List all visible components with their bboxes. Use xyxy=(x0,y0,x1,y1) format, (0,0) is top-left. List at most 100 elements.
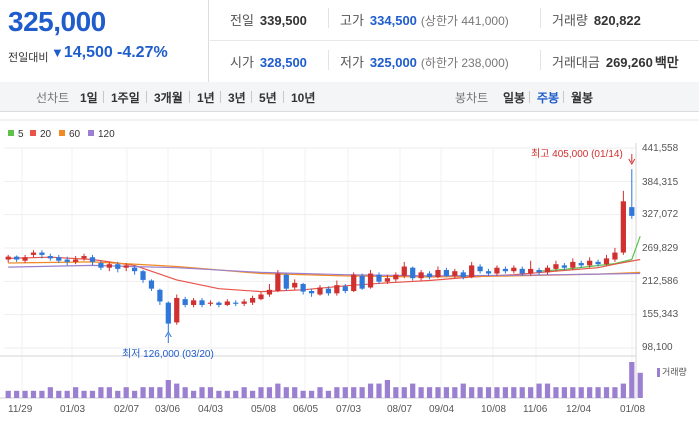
legend-ma5-label: 5 xyxy=(18,129,24,140)
volume-bar xyxy=(132,390,138,398)
legend-ma60: 60 xyxy=(59,129,80,140)
volume-bar xyxy=(174,383,180,398)
volume-bar xyxy=(410,383,416,398)
candle-body xyxy=(325,288,332,294)
chart-period-nav: 선차트 1일 1주일 3개월 1년 3년 5년 10년 봉차트 일봉 주봉 월봉 xyxy=(0,82,699,112)
volume-bar xyxy=(56,390,62,398)
volume-bar xyxy=(157,387,163,398)
period-3y[interactable]: 3년 xyxy=(228,91,246,105)
y-tick: 327,072 xyxy=(642,209,679,220)
volume-bar xyxy=(528,387,534,398)
volume-bar xyxy=(502,387,508,398)
candle-body xyxy=(30,252,37,255)
candle-body xyxy=(73,259,79,262)
low-info: 저가 325,000 (하한가 238,000) xyxy=(340,52,509,71)
period-1y[interactable]: 1년 xyxy=(197,91,215,105)
volume-bar xyxy=(536,383,542,398)
x-tick: 12/04 xyxy=(566,404,592,415)
candle-body xyxy=(595,261,601,265)
candle-body xyxy=(334,285,340,294)
volume-bar xyxy=(283,387,289,398)
volume-bar xyxy=(140,387,146,398)
x-tick: 09/04 xyxy=(429,404,455,415)
volume-bar xyxy=(241,387,247,398)
y-tick: 269,829 xyxy=(642,243,679,254)
candle-body xyxy=(22,257,28,261)
volume-bar xyxy=(426,387,433,398)
candle-monthly[interactable]: 월봉 xyxy=(571,91,594,105)
candle-body xyxy=(47,256,53,259)
change-label: 전일대비 xyxy=(8,52,49,64)
volume-bar xyxy=(325,390,332,398)
open-value: 328,500 xyxy=(259,55,307,70)
candle-body xyxy=(283,274,289,289)
candle-body xyxy=(460,272,466,278)
volume-label: 거래량 xyxy=(552,13,588,28)
volume-bar xyxy=(300,390,306,398)
candle-body xyxy=(485,271,492,274)
candle-body xyxy=(629,207,635,216)
volume-bar xyxy=(359,387,365,398)
open-label: 시가 xyxy=(230,55,254,70)
change-value: ▼14,500 xyxy=(51,44,113,62)
candle-body xyxy=(528,268,534,274)
period-10y[interactable]: 10년 xyxy=(291,91,316,105)
prev-close-value: 339,500 xyxy=(259,13,307,28)
volume-bar xyxy=(30,390,37,398)
candle-body xyxy=(216,302,222,305)
candle-daily[interactable]: 일봉 xyxy=(503,91,526,105)
volume-bar xyxy=(477,387,483,398)
volume-value: 820,822 xyxy=(593,13,641,28)
x-tick: 01/08 xyxy=(620,404,646,415)
volume-bar xyxy=(561,387,567,398)
y-tick: 384,315 xyxy=(642,177,679,188)
candle-body xyxy=(578,263,584,266)
volume-bar xyxy=(292,387,298,398)
period-5y[interactable]: 5년 xyxy=(259,91,277,105)
y-tick: 441,558 xyxy=(642,143,679,154)
candle-body xyxy=(342,286,348,291)
candle-body xyxy=(39,252,45,255)
volume-bar xyxy=(376,383,382,398)
volume-bar xyxy=(266,387,273,398)
volume-legend-label: 거래량 xyxy=(662,367,687,377)
volume-bar xyxy=(570,387,576,398)
candle-body xyxy=(384,278,391,282)
open-info: 시가 328,500 xyxy=(230,52,307,71)
candle-body xyxy=(5,256,11,260)
candle-body xyxy=(401,266,407,276)
volume-bar xyxy=(612,387,618,398)
volume-bar xyxy=(216,390,222,398)
y-tick: 212,586 xyxy=(642,276,679,287)
current-price-box: 325,000 전일대비 ▼14,500 -4.27% xyxy=(0,0,209,82)
candle-body xyxy=(89,257,96,262)
period-1w[interactable]: 1주일 xyxy=(111,91,140,105)
candle-body xyxy=(148,280,155,289)
amount-value: 269,260 xyxy=(605,55,653,70)
period-1d[interactable]: 1일 xyxy=(80,91,98,105)
candle-body xyxy=(64,259,70,262)
candle-body xyxy=(452,271,458,276)
candle-body xyxy=(115,264,121,269)
candle-body xyxy=(519,268,525,274)
high-value: 334,500 xyxy=(369,13,417,28)
candle-body xyxy=(544,267,551,273)
volume-legend: 거래량 xyxy=(657,365,687,378)
period-3m[interactable]: 3개월 xyxy=(154,91,183,105)
volume-bar xyxy=(620,383,626,398)
candle-body xyxy=(536,270,542,273)
candle-weekly[interactable]: 주봉 xyxy=(537,91,560,105)
legend-ma60-label: 60 xyxy=(69,129,81,140)
stock-summary-header: 325,000 전일대비 ▼14,500 -4.27% 전일 339,500 고가… xyxy=(0,0,699,83)
volume-bar xyxy=(39,390,45,398)
high-label: 고가 xyxy=(340,13,364,28)
high-annotation: 최고 405,000 (01/14) xyxy=(531,149,623,160)
candle-body xyxy=(367,273,374,288)
volume-bar xyxy=(249,390,256,398)
candle-body xyxy=(351,274,357,291)
candle-body xyxy=(620,201,626,253)
candle-body xyxy=(469,265,475,278)
volume-bar xyxy=(47,387,53,398)
volume-bar xyxy=(233,390,239,398)
